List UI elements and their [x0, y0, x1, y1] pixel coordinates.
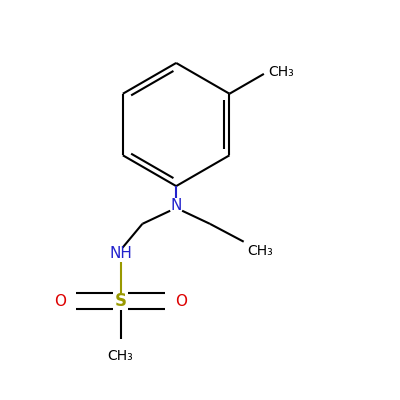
Text: NH: NH [109, 246, 132, 261]
Text: O: O [54, 294, 66, 309]
Text: S: S [114, 292, 126, 310]
Text: CH₃: CH₃ [248, 244, 274, 258]
Text: CH₃: CH₃ [108, 349, 134, 363]
Text: N: N [170, 198, 182, 214]
Text: CH₃: CH₃ [268, 65, 294, 79]
Text: O: O [175, 294, 187, 309]
